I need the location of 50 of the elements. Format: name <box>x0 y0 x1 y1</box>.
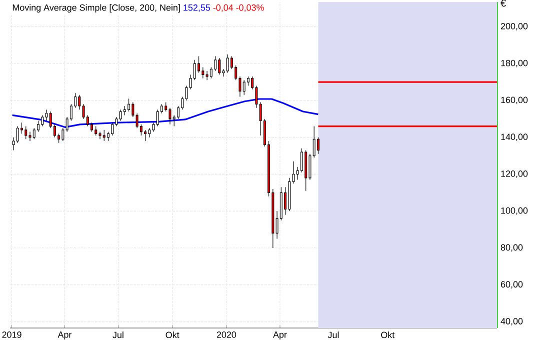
y-tick-label: 60,00 <box>500 281 523 289</box>
candlestick <box>111 122 114 136</box>
candlestick <box>45 109 48 122</box>
y-axis-title: € <box>500 0 506 7</box>
y-tick-label: 40,00 <box>500 318 523 326</box>
candlestick <box>119 109 122 122</box>
y-tick-label: 180,00 <box>501 60 528 68</box>
candlestick <box>78 94 81 110</box>
candlestick <box>316 137 320 154</box>
x-tick-label: Apr <box>58 332 72 340</box>
candlestick <box>28 132 32 142</box>
candlestick <box>218 58 221 75</box>
x-tick-label: Jul <box>328 332 339 338</box>
x-tick-label: 2020 <box>216 332 236 338</box>
candlestick <box>148 128 151 138</box>
x-tick-label: Jul <box>112 332 124 338</box>
annotation: 152,55 <box>184 4 210 12</box>
y-tick-label: 100,00 <box>501 207 528 215</box>
x-tick-label: Okt <box>381 332 395 338</box>
candlestick <box>206 70 208 80</box>
candlestick <box>128 98 130 112</box>
y-tick-label: 160,00 <box>501 96 528 104</box>
candlestick <box>202 66 204 79</box>
candlestick <box>41 114 44 127</box>
candlestick <box>144 130 147 142</box>
candlestick <box>102 130 106 142</box>
candlestick <box>226 54 229 74</box>
candlestick <box>24 126 28 140</box>
candlestick <box>308 154 312 180</box>
candlestick <box>16 126 19 144</box>
candlestick <box>62 128 64 142</box>
candlestick <box>32 128 36 140</box>
y-tick-label: 200,00 <box>500 22 528 30</box>
candlestick <box>156 109 159 127</box>
candlestick <box>98 132 102 140</box>
annotation: -0,04 -0,03% <box>213 4 264 12</box>
chart-title: Moving Average Simple [Close, 200, Nein] <box>12 4 180 13</box>
x-tick-label: 2019 <box>2 332 22 338</box>
candlestick <box>123 106 126 116</box>
candlestick <box>242 80 246 96</box>
y-tick-label: 140,00 <box>501 134 528 142</box>
x-tick-label: Okt <box>166 332 180 338</box>
y-tick-label: 120,00 <box>501 170 528 178</box>
candlestick <box>136 113 138 128</box>
candlestick <box>94 126 98 136</box>
x-tick-label: Apr <box>273 332 287 340</box>
candlestick <box>168 108 172 125</box>
candlestick <box>312 126 316 158</box>
candlestick <box>132 102 134 118</box>
y-tick-label: 80,00 <box>500 244 523 252</box>
